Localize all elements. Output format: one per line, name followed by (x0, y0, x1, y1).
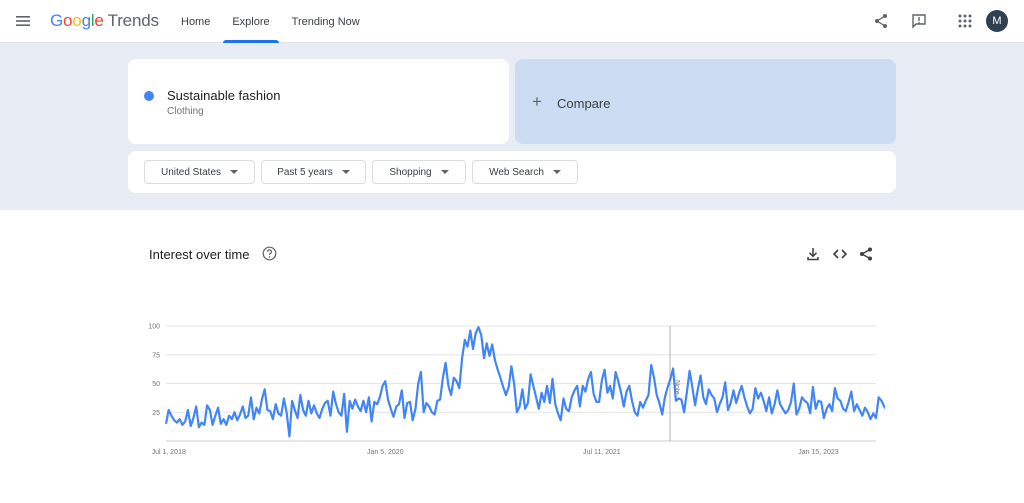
main-nav: Home Explore Trending Now (170, 0, 371, 43)
menu-icon[interactable] (14, 12, 32, 30)
note-marker-label: Note (673, 380, 680, 395)
x-tick-label: Jan 15, 2023 (798, 449, 839, 456)
x-tick-label: Jul 11, 2021 (583, 449, 621, 456)
y-tick-label: 100 (148, 324, 160, 331)
dropdown-arrow-icon (230, 170, 239, 174)
category-filter-label: Shopping (389, 166, 432, 178)
compare-label: Compare (557, 96, 611, 111)
logo-product-name: Trends (107, 11, 159, 30)
compare-button[interactable] (515, 59, 896, 144)
google-trends-logo[interactable]: Google Trends (50, 11, 159, 30)
plus-icon: + (532, 92, 542, 111)
y-tick-label: 50 (152, 381, 160, 388)
embed-icon[interactable] (832, 246, 848, 262)
help-icon[interactable] (262, 246, 277, 261)
geo-filter-label: United States (160, 166, 222, 178)
top-bar: Google Trends Home Explore Trending Now M (0, 0, 1024, 43)
interest-over-time-card (128, 226, 896, 503)
dropdown-arrow-icon (552, 170, 561, 174)
dropdown-arrow-icon (440, 170, 449, 174)
x-tick-label: Jul 1, 2018 (152, 449, 186, 456)
search-type-filter-label: Web Search (489, 166, 544, 178)
download-icon[interactable] (805, 246, 821, 262)
share-icon[interactable] (858, 246, 874, 262)
x-tick-label: Jan 5, 2020 (367, 449, 404, 456)
dropdown-arrow-icon (341, 170, 350, 174)
search-term-card[interactable] (128, 59, 509, 144)
geo-filter-dropdown[interactable]: United States (144, 160, 255, 184)
feedback-icon[interactable] (910, 12, 928, 30)
tab-home[interactable]: Home (181, 15, 211, 28)
search-type-filter-dropdown[interactable]: Web Search (472, 160, 578, 184)
tab-explore[interactable]: Explore (221, 0, 280, 43)
term-color-dot (144, 91, 154, 101)
interest-line-chart[interactable]: Note 25 50 75 100 Jul 1, 2018 Jan 5, 2020 Jul … (140, 318, 885, 466)
search-term-name[interactable]: Sustainable fashion (167, 88, 281, 103)
series-line-sustainable-fashion[interactable] (164, 326, 885, 438)
category-filter-dropdown[interactable]: Shopping (372, 160, 466, 184)
time-filter-dropdown[interactable]: Past 5 years (261, 160, 366, 184)
search-term-category: Clothing (167, 106, 204, 117)
y-tick-label: 25 (152, 410, 160, 417)
time-filter-label: Past 5 years (277, 166, 333, 178)
tab-trending-now[interactable]: Trending Now (291, 15, 360, 28)
share-icon[interactable] (872, 12, 890, 30)
y-tick-label: 75 (152, 352, 160, 359)
account-avatar[interactable]: M (986, 10, 1008, 32)
chart-title: Interest over time (149, 247, 250, 262)
apps-grid-icon[interactable] (956, 12, 974, 30)
